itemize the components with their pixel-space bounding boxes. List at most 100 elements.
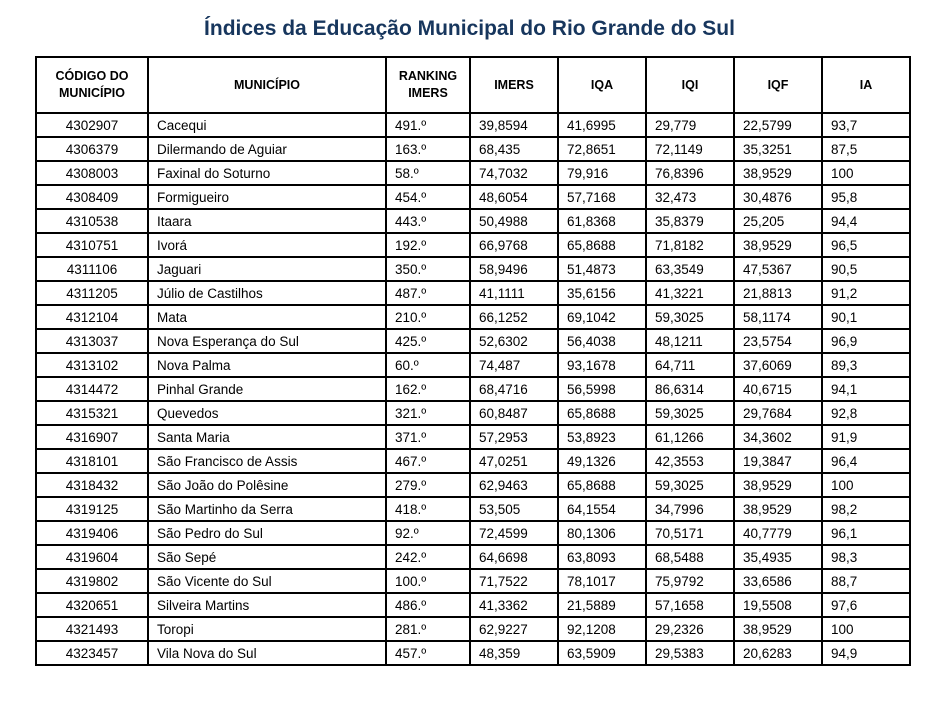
municipality-name: Mata bbox=[147, 304, 387, 330]
table-row: 4306379 Dilermando de Aguiar 163.º 68,435 72… bbox=[35, 136, 911, 162]
table-row: 4308409 Formigueiro 454.º 48,6054 57,7168 32,… bbox=[35, 184, 911, 210]
iqa-value: 61,8368 bbox=[557, 208, 647, 234]
table-body: 4302907 Cacequi 491.º 39,8594 41,6995 29,779 2… bbox=[35, 112, 911, 666]
imers-value: 41,3362 bbox=[469, 592, 559, 618]
ranking-imers-value: 454.º bbox=[385, 184, 471, 210]
table-row: 4314472 Pinhal Grande 162.º 68,4716 56,5998 8… bbox=[35, 376, 911, 402]
page-title: Índices da Educação Municipal do Rio Gra… bbox=[204, 17, 735, 40]
iqa-value: 56,4038 bbox=[557, 328, 647, 354]
ia-value: 90,5 bbox=[821, 256, 911, 282]
table-row: 4310538 Itaara 443.º 50,4988 61,8368 35,8379 2… bbox=[35, 208, 911, 234]
col-header-ia: IA bbox=[821, 56, 911, 114]
municipality-code: 4313037 bbox=[35, 328, 149, 354]
municipality-code: 4308409 bbox=[35, 184, 149, 210]
iqa-value: 69,1042 bbox=[557, 304, 647, 330]
table-row: 4320651 Silveira Martins 486.º 41,3362 21,58… bbox=[35, 592, 911, 618]
iqi-value: 29,5383 bbox=[645, 640, 735, 666]
iqf-value: 35,3251 bbox=[733, 136, 823, 162]
ranking-imers-value: 425.º bbox=[385, 328, 471, 354]
ranking-imers-value: 192.º bbox=[385, 232, 471, 258]
iqf-value: 19,5508 bbox=[733, 592, 823, 618]
ia-value: 94,1 bbox=[821, 376, 911, 402]
imers-value: 66,1252 bbox=[469, 304, 559, 330]
table-row: 4316907 Santa Maria 371.º 57,2953 53,8923 61,… bbox=[35, 424, 911, 450]
ia-value: 100 bbox=[821, 472, 911, 498]
iqf-value: 23,5754 bbox=[733, 328, 823, 354]
imers-value: 62,9463 bbox=[469, 472, 559, 498]
iqf-value: 22,5799 bbox=[733, 112, 823, 138]
iqi-value: 70,5171 bbox=[645, 520, 735, 546]
imers-value: 64,6698 bbox=[469, 544, 559, 570]
iqa-value: 92,1208 bbox=[557, 616, 647, 642]
iqf-value: 40,6715 bbox=[733, 376, 823, 402]
imers-value: 71,7522 bbox=[469, 568, 559, 594]
ia-value: 94,4 bbox=[821, 208, 911, 234]
ia-value: 89,3 bbox=[821, 352, 911, 378]
iqi-value: 75,9792 bbox=[645, 568, 735, 594]
iqa-value: 65,8688 bbox=[557, 232, 647, 258]
iqa-value: 63,5909 bbox=[557, 640, 647, 666]
col-header-municipio: MUNICÍPIO bbox=[147, 56, 387, 114]
iqa-value: 21,5889 bbox=[557, 592, 647, 618]
municipality-name: Dilermando de Aguiar bbox=[147, 136, 387, 162]
iqa-value: 49,1326 bbox=[557, 448, 647, 474]
municipality-name: Itaara bbox=[147, 208, 387, 234]
municipality-code: 4310538 bbox=[35, 208, 149, 234]
municipality-code: 4318432 bbox=[35, 472, 149, 498]
table-header: CÓDIGO DO MUNICÍPIO MUNICÍPIO RANKING IM… bbox=[35, 56, 911, 114]
ia-value: 87,5 bbox=[821, 136, 911, 162]
ranking-imers-value: 457.º bbox=[385, 640, 471, 666]
table-row: 4319802 São Vicente do Sul 100.º 71,7522 78,… bbox=[35, 568, 911, 594]
ia-value: 96,1 bbox=[821, 520, 911, 546]
ia-value: 91,9 bbox=[821, 424, 911, 450]
imers-value: 66,9768 bbox=[469, 232, 559, 258]
table-row: 4313037 Nova Esperança do Sul 425.º 52,6302… bbox=[35, 328, 911, 354]
ia-value: 98,3 bbox=[821, 544, 911, 570]
iqi-value: 71,8182 bbox=[645, 232, 735, 258]
municipality-code: 4314472 bbox=[35, 376, 149, 402]
iqi-value: 76,8396 bbox=[645, 160, 735, 186]
municipality-name: São Francisco de Assis bbox=[147, 448, 387, 474]
municipality-code: 4319802 bbox=[35, 568, 149, 594]
iqf-value: 38,9529 bbox=[733, 232, 823, 258]
iqa-value: 63,8093 bbox=[557, 544, 647, 570]
table-row: 4311205 Júlio de Castilhos 487.º 41,1111 35,… bbox=[35, 280, 911, 306]
table-row: 4318101 São Francisco de Assis 467.º 47,025… bbox=[35, 448, 911, 474]
municipality-name: Júlio de Castilhos bbox=[147, 280, 387, 306]
municipality-code: 4311205 bbox=[35, 280, 149, 306]
iqf-value: 29,7684 bbox=[733, 400, 823, 426]
ia-value: 93,7 bbox=[821, 112, 911, 138]
ia-value: 96,9 bbox=[821, 328, 911, 354]
ia-value: 88,7 bbox=[821, 568, 911, 594]
municipality-name: São Pedro do Sul bbox=[147, 520, 387, 546]
iqa-value: 93,1678 bbox=[557, 352, 647, 378]
iqf-value: 25,205 bbox=[733, 208, 823, 234]
ia-value: 100 bbox=[821, 616, 911, 642]
iqa-value: 53,8923 bbox=[557, 424, 647, 450]
municipality-name: Pinhal Grande bbox=[147, 376, 387, 402]
ranking-imers-value: 163.º bbox=[385, 136, 471, 162]
col-header-imers: IMERS bbox=[469, 56, 559, 114]
municipality-name: São Martinho da Serra bbox=[147, 496, 387, 522]
ia-value: 100 bbox=[821, 160, 911, 186]
imers-value: 57,2953 bbox=[469, 424, 559, 450]
municipality-code: 4302907 bbox=[35, 112, 149, 138]
imers-value: 47,0251 bbox=[469, 448, 559, 474]
iqf-value: 21,8813 bbox=[733, 280, 823, 306]
iqf-value: 33,6586 bbox=[733, 568, 823, 594]
imers-value: 52,6302 bbox=[469, 328, 559, 354]
ia-value: 91,2 bbox=[821, 280, 911, 306]
municipality-name: São João do Polêsine bbox=[147, 472, 387, 498]
table-row: 4319406 São Pedro do Sul 92.º 72,4599 80,130… bbox=[35, 520, 911, 546]
iqa-value: 80,1306 bbox=[557, 520, 647, 546]
table-row: 4312104 Mata 210.º 66,1252 69,1042 59,3025 58,… bbox=[35, 304, 911, 330]
municipality-code: 4313102 bbox=[35, 352, 149, 378]
municipality-name: Nova Esperança do Sul bbox=[147, 328, 387, 354]
iqa-value: 78,1017 bbox=[557, 568, 647, 594]
table-row: 4319125 São Martinho da Serra 418.º 53,505 6… bbox=[35, 496, 911, 522]
ranking-imers-value: 443.º bbox=[385, 208, 471, 234]
ranking-imers-value: 92.º bbox=[385, 520, 471, 546]
municipality-name: Formigueiro bbox=[147, 184, 387, 210]
municipality-name: Cacequi bbox=[147, 112, 387, 138]
iqi-value: 34,7996 bbox=[645, 496, 735, 522]
